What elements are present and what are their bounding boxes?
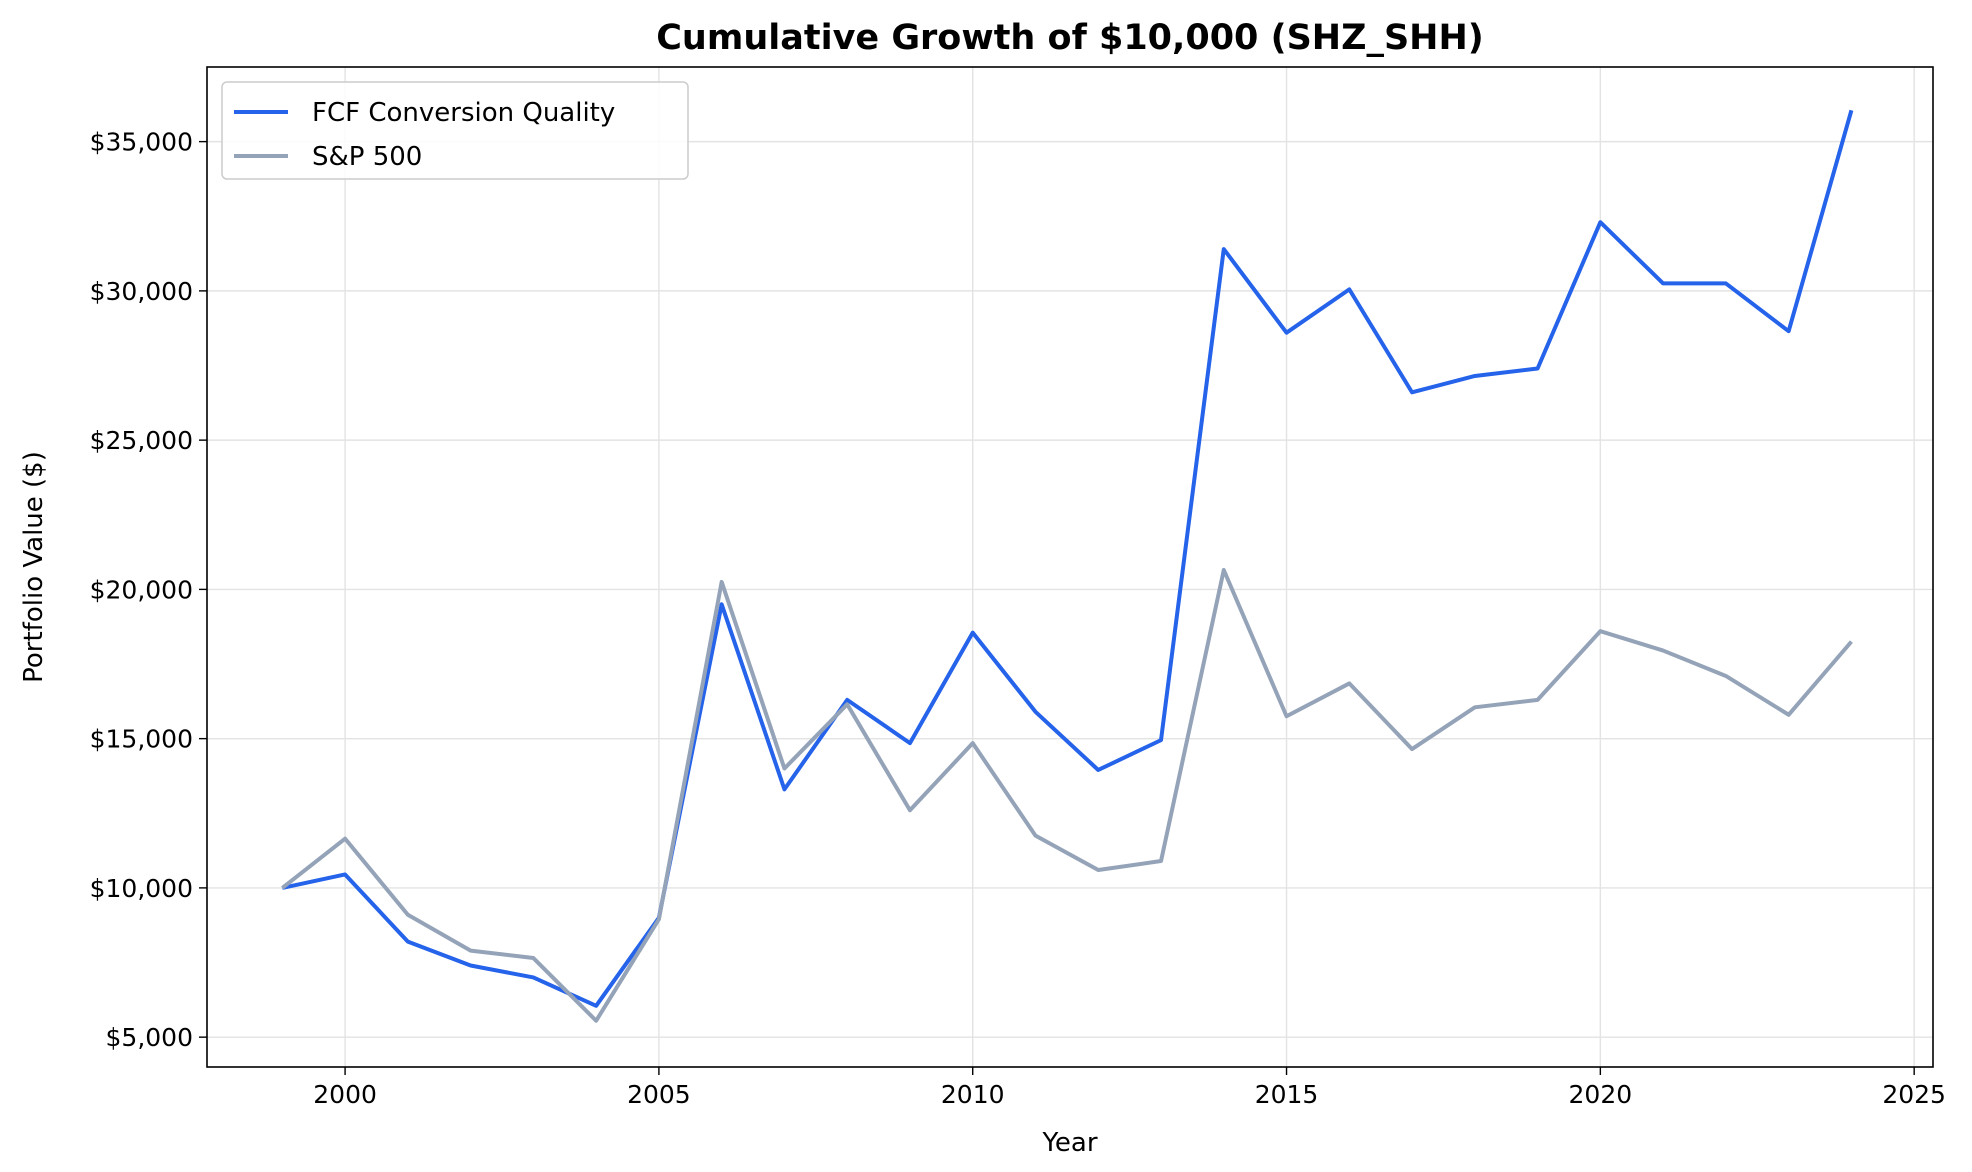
chart-title: Cumulative Growth of $10,000 (SHZ_SHH): [656, 18, 1484, 58]
series-lines: [281, 109, 1854, 1023]
y-tick-label: $15,000: [90, 725, 193, 754]
y-tick-label: $20,000: [90, 575, 193, 604]
y-tick-label: $30,000: [90, 277, 193, 306]
x-tick-label: 2025: [1882, 1080, 1946, 1109]
y-tick-label: $5,000: [106, 1023, 193, 1052]
series-line-sp500: [281, 567, 1853, 1023]
axis-ticks: 2000 2005 2010 2015 2020 2025 $5,000 $10,000 $15…: [90, 128, 1946, 1109]
legend-label: S&P 500: [312, 142, 422, 172]
x-tick-label: 2010: [941, 1080, 1005, 1109]
plot-frame: [206, 66, 1934, 1068]
y-axis-label: Portfolio Value ($): [19, 451, 49, 683]
x-tick-label: 2000: [313, 1080, 377, 1109]
legend-label: FCF Conversion Quality: [312, 98, 615, 128]
legend-box: [221, 81, 689, 180]
y-tick-label: $25,000: [90, 426, 193, 455]
series-line-fcf-conversion-quality: [281, 109, 1854, 1008]
x-tick-label: 2020: [1569, 1080, 1633, 1109]
y-tick-label: $10,000: [90, 874, 193, 903]
grid-lines: [207, 67, 1933, 1067]
x-tick-label: 2005: [627, 1080, 691, 1109]
x-axis-label: Year: [1041, 1128, 1097, 1158]
x-tick-label: 2015: [1255, 1080, 1319, 1109]
y-tick-label: $35,000: [90, 128, 193, 157]
legend: FCF Conversion Quality S&P 500: [221, 81, 689, 180]
